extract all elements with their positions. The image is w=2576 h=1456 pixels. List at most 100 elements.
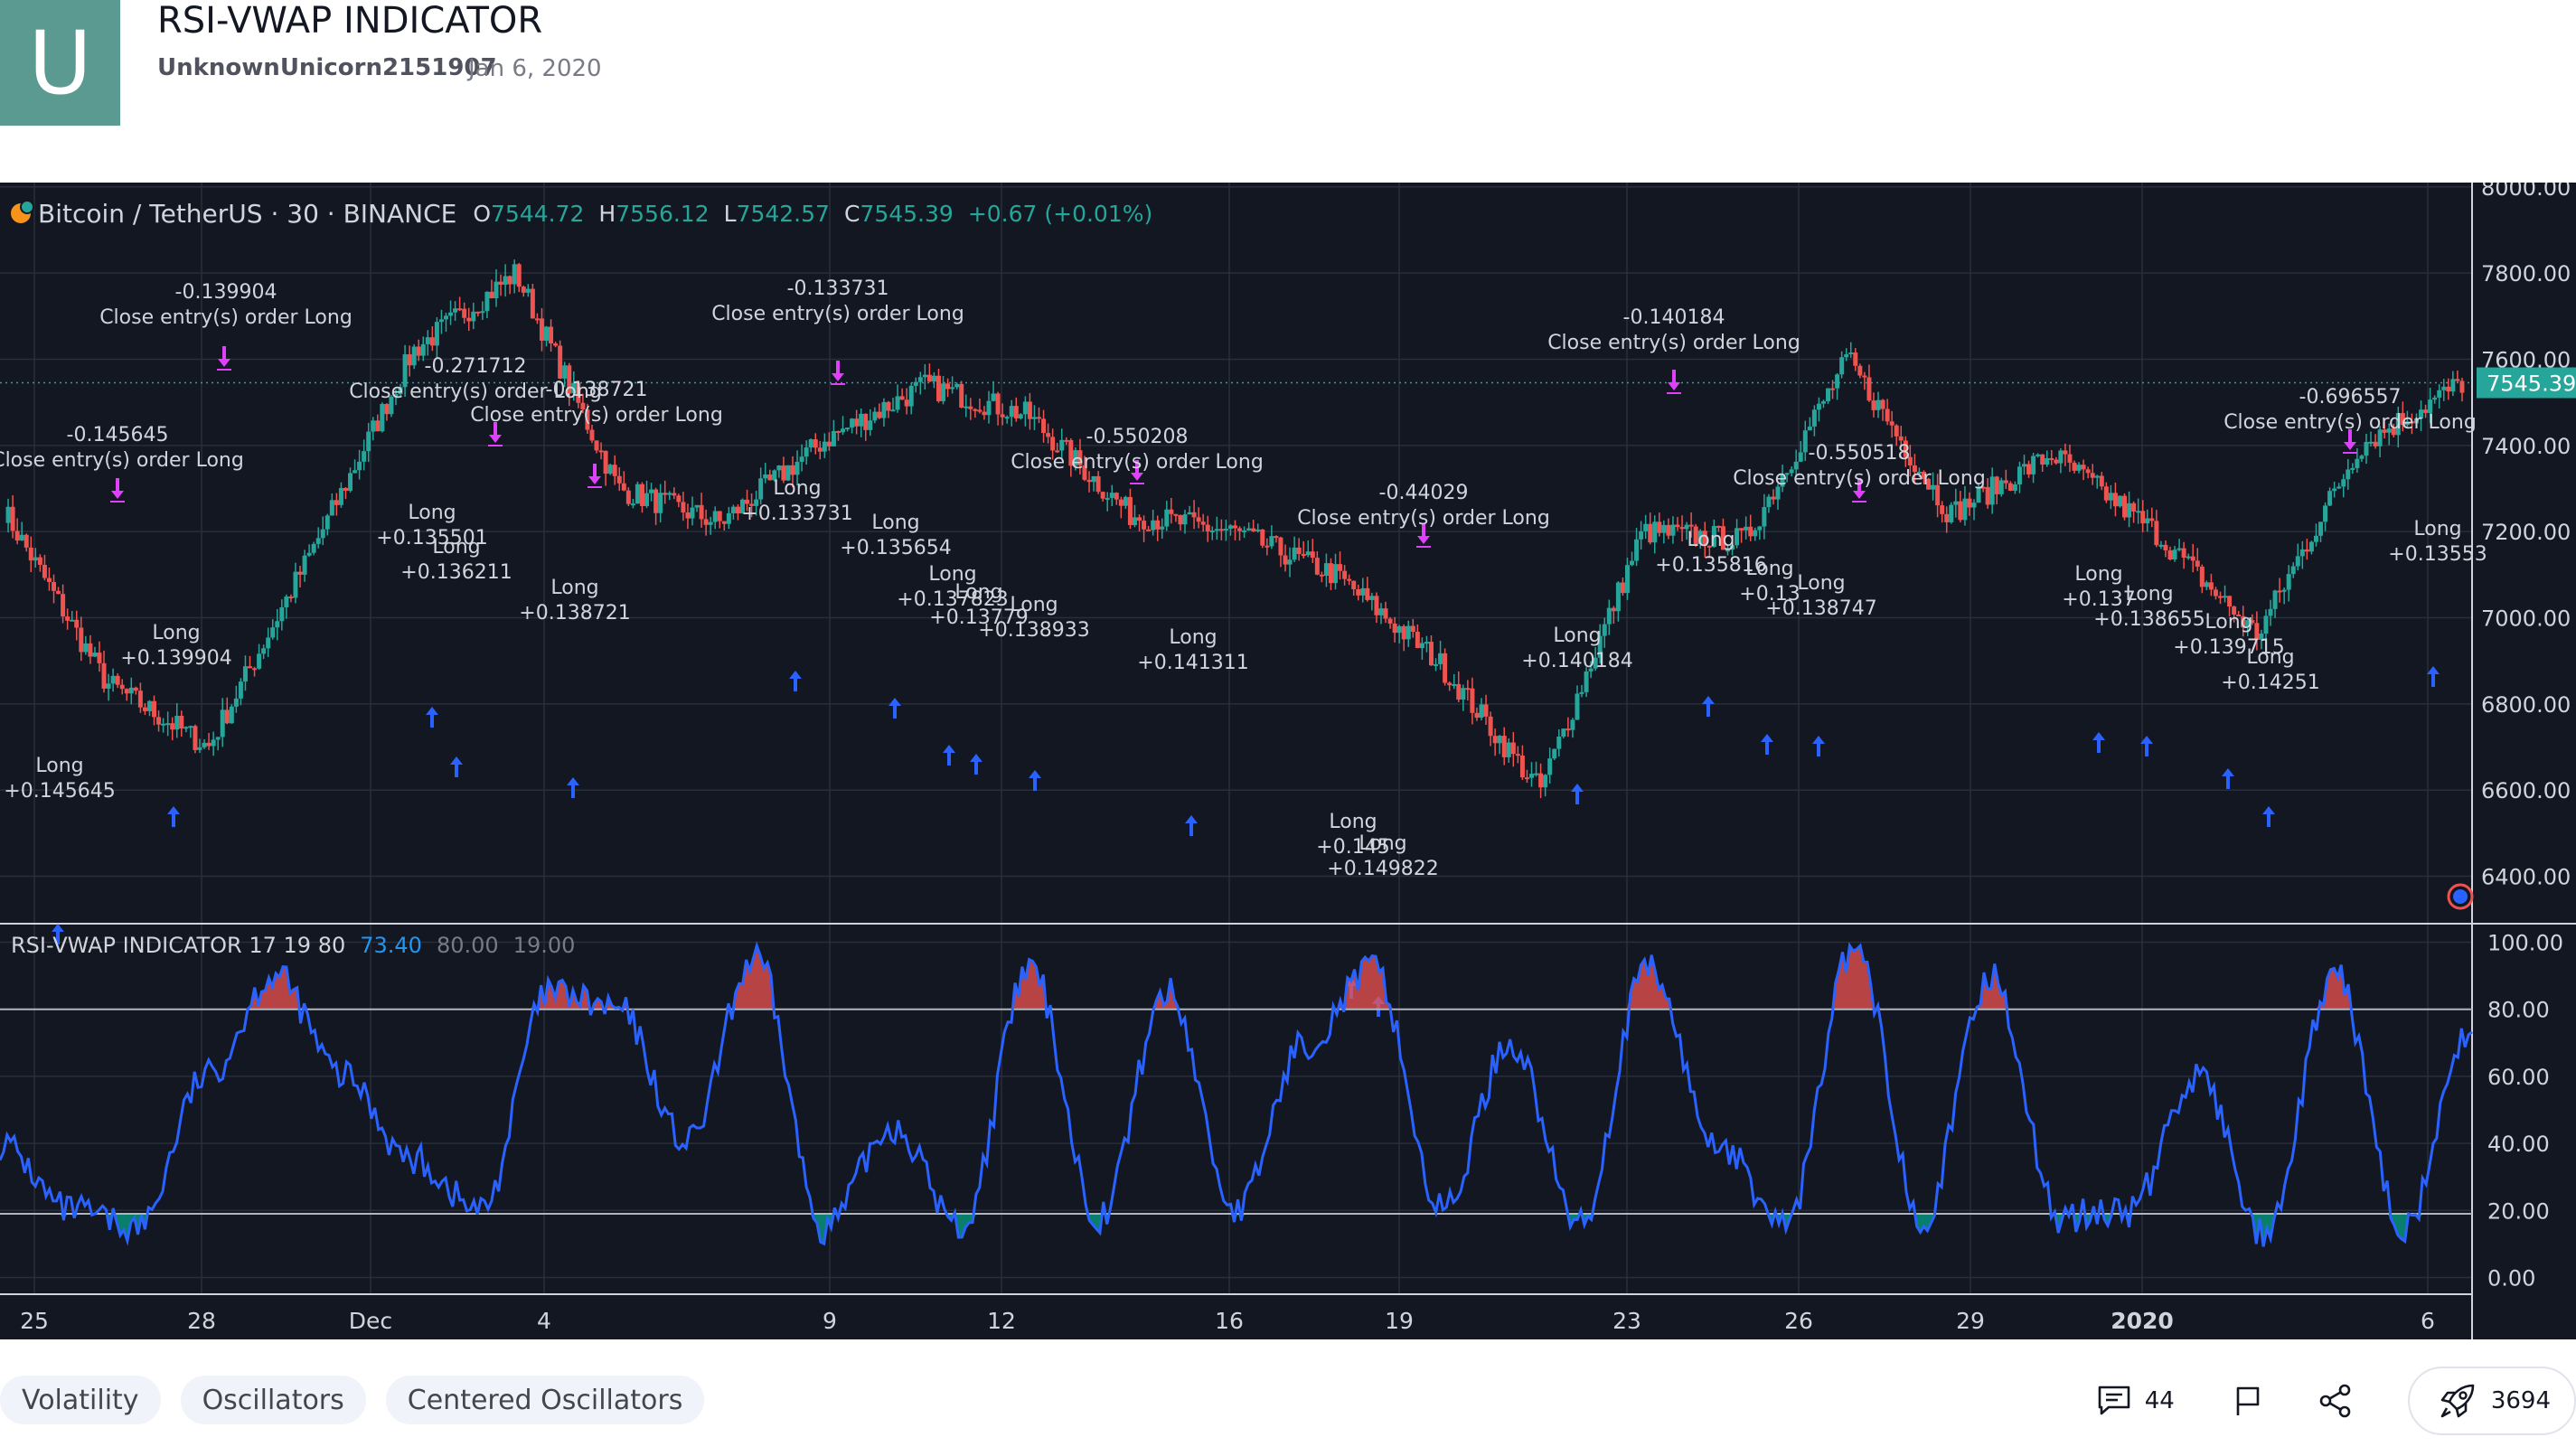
candle-down [1907,456,1913,465]
comments-button[interactable]: 44 [2096,1385,2175,1417]
boost-button[interactable]: 3694 [2407,1367,2576,1435]
candle-down [37,557,42,565]
long-entry-arrow-icon[interactable] [567,777,579,798]
long-entry-arrow-icon[interactable] [1812,736,1825,756]
candle-up [2031,456,2036,474]
candle-up [1461,688,1466,700]
osc-axis-label: 40.00 [2487,1132,2550,1157]
candle-up [1109,493,1114,498]
candle-up [1227,525,1233,529]
long-entry-arrow-icon[interactable] [1185,815,1198,836]
candle-down [603,450,608,474]
candle-down [826,441,832,446]
close-pnl-label: -0.696557 [2299,386,2402,409]
long-entry-arrow-icon[interactable] [52,924,64,944]
candle-down [2131,503,2137,512]
globe-icon[interactable] [2447,883,2474,910]
candle-up [275,621,280,628]
candle-down [1082,465,1087,480]
candle-up [1789,469,1794,474]
candle-up [649,489,654,493]
candle-up [2035,454,2041,456]
share-button[interactable] [2317,1383,2354,1419]
close-pnl-label: -0.140184 [1623,306,1725,329]
candle-up [2094,475,2100,478]
candle-up [1009,406,1014,418]
close-exit-arrow-icon[interactable] [218,346,230,367]
candle-down [1470,688,1475,713]
candle-down [1921,471,1926,479]
time-axis-label: 29 [1956,1308,1985,1334]
report-button[interactable] [2233,1385,2263,1417]
low-label: L [723,200,737,227]
close-exit-arrow-icon[interactable] [588,464,601,484]
price-axis-label: 6400.00 [2481,865,2571,890]
candle-down [1374,596,1379,615]
candle-down [2140,511,2146,524]
indicator-name[interactable]: RSI-VWAP INDICATOR 17 19 80 [11,933,346,958]
close-exit-arrow-icon[interactable] [111,478,124,499]
close-exit-arrow-icon[interactable] [2344,429,2356,450]
author-avatar[interactable]: U [0,0,120,126]
candle-down [2112,493,2118,507]
candle-down [2455,379,2460,381]
close-exit-arrow-icon[interactable] [832,361,844,381]
candle-up [1570,719,1575,730]
candle-up [2259,634,2264,640]
long-entry-arrow-icon[interactable] [1761,734,1773,755]
candle-down [1410,625,1415,632]
candle-up [2313,535,2318,542]
close-order-label: Close entry(s) order Long [0,449,244,472]
candle-down [589,429,595,441]
long-entry-arrow-icon[interactable] [789,671,802,691]
candle-up [1369,596,1375,600]
candle-up [868,420,873,430]
close-exit-arrow-icon[interactable] [1131,460,1143,481]
long-entry-arrow-icon[interactable] [2262,806,2275,827]
candle-down [1196,517,1201,522]
long-entry-arrow-icon[interactable] [426,707,438,728]
long-entry-arrow-icon[interactable] [2140,736,2153,756]
author-name-link[interactable]: UnknownUnicorn2151907 [157,54,497,81]
long-entry-arrow-icon[interactable] [1702,696,1715,717]
candle-up [2364,442,2369,456]
long-entry-arrow-icon[interactable] [943,745,955,766]
long-entry-arrow-icon[interactable] [1571,784,1584,804]
candle-down [1169,509,1174,514]
long-profit-label: +0.138747 [1765,597,1876,620]
candle-up [329,500,334,516]
candle-down [530,288,535,319]
chart-container[interactable]: Long +0.145645 Long +0.139904 Long +0.135501 L… [0,183,2576,1339]
open-label: O [473,200,492,227]
close-exit-arrow-icon[interactable] [1853,478,1866,499]
long-entry-arrow-icon[interactable] [2222,768,2234,789]
tag-oscillators[interactable]: Oscillators [180,1376,366,1424]
candle-up [215,737,221,740]
candle-down [2190,556,2195,561]
long-entry-arrow-icon[interactable] [1029,770,1041,791]
chart-canvas[interactable]: Long+0.145645Long+0.139904Long+0.135501L… [0,183,2576,1339]
candle-up [1022,401,1028,415]
long-entry-arrow-icon[interactable] [970,754,982,775]
candle-up [2368,441,2374,444]
symbol-name[interactable]: Bitcoin / TetherUS · 30 · BINANCE [38,198,457,229]
close-exit-arrow-icon[interactable] [1417,523,1430,544]
candle-up [2437,390,2442,398]
candle-down [2409,421,2414,424]
candle-up [398,387,403,395]
candle-up [389,396,394,415]
candle-up [70,619,75,622]
long-entry-arrow-icon[interactable] [2427,666,2440,687]
tag-volatility[interactable]: Volatility [0,1376,161,1424]
long-entry-arrow-icon[interactable] [888,698,901,719]
long-entry-arrow-icon[interactable] [2092,732,2105,753]
candle-up [1976,486,1981,503]
long-entry-arrow-icon[interactable] [450,756,463,777]
long-entry-arrow-icon[interactable] [167,806,180,827]
close-exit-arrow-icon[interactable] [1668,370,1680,390]
candle-down [1064,439,1069,442]
candle-down [717,511,722,521]
candle-up [1807,426,1812,431]
close-exit-arrow-icon[interactable] [489,422,502,443]
tag-centered-oscillators[interactable]: Centered Oscillators [385,1376,705,1424]
